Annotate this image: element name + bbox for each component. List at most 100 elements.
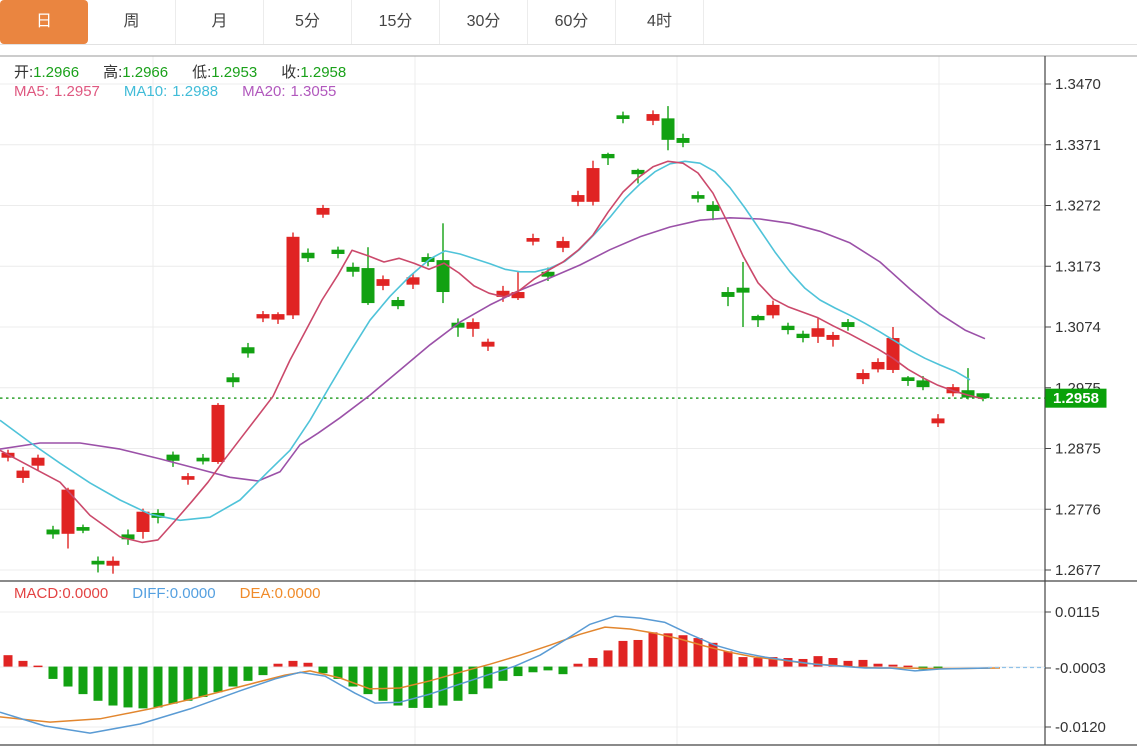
price-tick-label: 1.2776	[1055, 501, 1101, 518]
candle-up	[766, 304, 780, 316]
macd-bar-positive	[3, 655, 13, 667]
macd-bar-positive	[603, 650, 613, 667]
candle-up	[286, 236, 300, 316]
candle-down	[421, 257, 435, 262]
macd-bar-negative	[168, 666, 178, 704]
macd-bar-negative	[408, 666, 418, 708]
macd-bar-negative	[348, 666, 358, 687]
candle-up	[181, 476, 195, 480]
timeframe-tab-8[interactable]: 4时	[616, 0, 704, 44]
candle-up	[481, 341, 495, 347]
candle-down	[391, 299, 405, 307]
candle-down	[661, 118, 675, 140]
macd-bar-positive	[303, 662, 313, 667]
ma20-line	[0, 217, 986, 482]
macd-bar-positive	[648, 632, 658, 667]
candle-up	[931, 418, 945, 424]
price-tick-label: 1.3173	[1055, 258, 1101, 275]
ma10-value: 1.2988	[172, 83, 219, 100]
candle-up	[856, 373, 870, 380]
svg-text:1.2958: 1.2958	[1053, 390, 1099, 407]
timeframe-tab-2[interactable]: 周	[88, 0, 176, 44]
gridlines	[0, 56, 1045, 745]
macd-bar-negative	[258, 666, 268, 676]
candle-up	[61, 489, 75, 534]
macd-bar-positive	[903, 665, 913, 668]
candle-down	[361, 268, 375, 304]
open-value: 1.2966	[33, 64, 80, 81]
candles-layer	[1, 106, 990, 574]
ma5-line	[0, 160, 984, 544]
timeframe-tab-6[interactable]: 30分	[440, 0, 528, 44]
ma20-label: MA20:	[242, 83, 286, 100]
macd-bar-positive	[873, 663, 883, 667]
candle-down	[901, 377, 915, 381]
timeframe-tab-3[interactable]: 月	[176, 0, 264, 44]
macd-bar-negative	[318, 666, 328, 674]
close-value: 1.2958	[300, 64, 347, 81]
macd-bar-positive	[783, 658, 793, 667]
macd-value-pair: MACD:0.0000	[14, 585, 109, 602]
macd-bar-negative	[558, 666, 568, 675]
candle-up	[871, 361, 885, 370]
candle-down	[961, 390, 975, 398]
candle-down	[46, 529, 60, 535]
timeframe-tab-7[interactable]: 60分	[528, 0, 616, 44]
macd-bar-positive	[573, 663, 583, 667]
candle-down	[601, 153, 615, 159]
candle-up	[31, 457, 45, 466]
candle-up	[106, 560, 120, 566]
macd-bar-positive	[858, 659, 868, 667]
macd-bar-negative	[213, 666, 223, 693]
ma10-line	[0, 160, 971, 522]
dea-value-pair: DEA:0.0000	[239, 585, 321, 602]
price-axis-labels	[1045, 83, 1051, 728]
high-value: 1.2966	[122, 64, 169, 81]
macd-bar-negative	[513, 666, 523, 677]
macd-bar-negative	[423, 666, 433, 708]
macd-bar-negative	[333, 666, 343, 679]
macd-bar-negative	[183, 666, 193, 701]
candle-down	[541, 271, 555, 277]
macd-bar-negative	[228, 666, 238, 687]
timeframe-tab-4[interactable]: 5分	[264, 0, 352, 44]
candle-up	[16, 470, 30, 478]
price-tick-label: 1.3470	[1055, 76, 1101, 93]
candle-down	[751, 315, 765, 321]
macd-bar-positive	[663, 633, 673, 667]
macd-bar-positive	[288, 660, 298, 667]
candle-down	[796, 333, 810, 339]
macd-bar-negative	[198, 666, 208, 697]
macd-bar-negative	[543, 666, 553, 671]
macd-bar-negative	[438, 666, 448, 706]
macd-bar-positive	[888, 664, 898, 667]
price-tick-label: 1.3371	[1055, 137, 1101, 154]
candle-up	[826, 334, 840, 340]
macd-tick-label: 0.0115	[1055, 604, 1100, 621]
candle-up	[586, 168, 600, 202]
macd-bar-positive	[768, 657, 778, 667]
ma5-value: 1.2957	[54, 83, 100, 100]
candle-down	[346, 266, 360, 272]
candle-down	[436, 260, 450, 293]
price-tick-label: 1.3272	[1055, 198, 1101, 215]
timeframe-tab-5[interactable]: 15分	[352, 0, 440, 44]
macd-histogram	[3, 632, 943, 709]
candle-up	[811, 328, 825, 337]
candle-down	[91, 560, 105, 565]
timeframe-tab-1[interactable]: 日	[0, 0, 88, 44]
macd-bar-negative	[933, 666, 943, 669]
ma10-label: MA10:	[123, 83, 168, 100]
candle-up	[556, 241, 570, 248]
macd-bar-positive	[753, 658, 763, 667]
candle-up	[496, 290, 510, 297]
candle-up	[376, 279, 390, 286]
ma20-value: 1.3055	[290, 83, 337, 100]
macd-bar-negative	[483, 666, 493, 689]
diff-line	[0, 615, 991, 734]
macd-bar-negative	[78, 666, 88, 695]
candle-down	[166, 454, 180, 461]
macd-bar-negative	[498, 666, 508, 681]
macd-tick-label: -0.0003	[1055, 660, 1106, 677]
